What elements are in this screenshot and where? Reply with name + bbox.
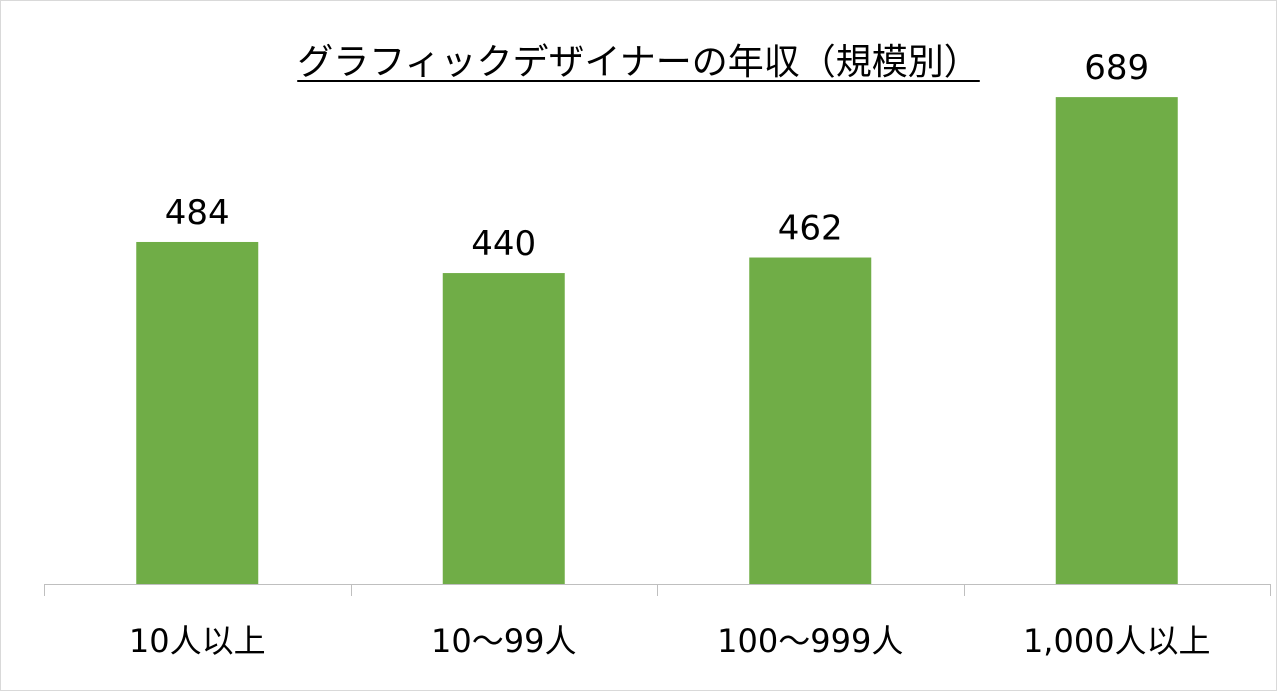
bar-2 (442, 273, 565, 584)
category-label-1: 10人以上 (129, 622, 266, 660)
chart-title: グラフィックデザイナーの年収（規模別） (297, 42, 980, 83)
category-labels-group: 10人以上 10〜99人 100〜999人 1,000人以上 (129, 622, 1211, 660)
bar-1 (136, 241, 259, 584)
data-labels-group: 484 440 462 689 (165, 48, 1149, 264)
category-label-4: 1,000人以上 (1023, 622, 1211, 660)
data-label-2: 440 (471, 224, 536, 264)
category-label-2: 10〜99人 (431, 622, 576, 660)
data-label-1: 484 (165, 193, 230, 233)
bar-4 (1055, 97, 1178, 585)
bar-3 (749, 257, 872, 584)
data-label-3: 462 (778, 209, 843, 249)
category-label-3: 100〜999人 (717, 622, 903, 660)
chart-title-container: グラフィックデザイナーの年収（規模別） (1, 39, 1276, 87)
data-label-4: 689 (1084, 48, 1149, 88)
bars-group (136, 97, 1178, 585)
x-axis (44, 584, 1271, 596)
